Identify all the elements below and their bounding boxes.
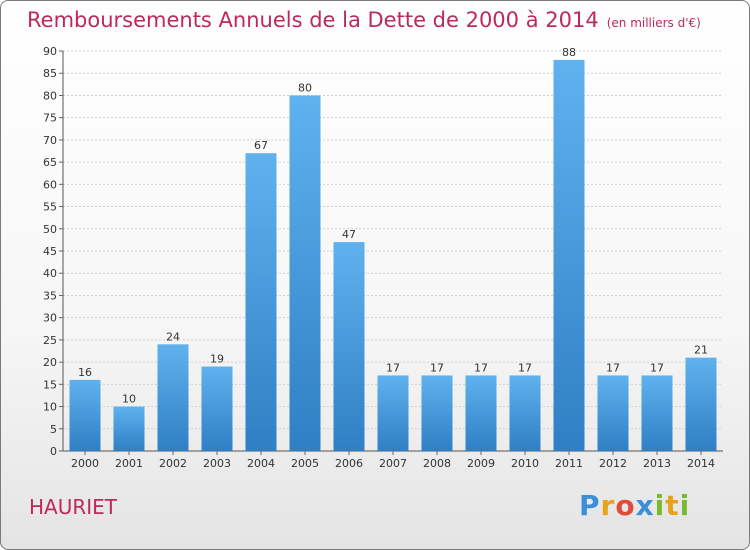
y-tick-label: 55 [43,201,57,214]
data-label: 88 [562,46,576,59]
logo-letter: i [654,489,666,522]
logo-letter: x [635,489,655,522]
bar [377,375,409,451]
y-tick-label: 40 [43,267,57,280]
data-label: 10 [122,393,136,406]
commune-name: HAURIET [29,495,118,519]
bar [641,375,673,451]
x-tick-label: 2014 [687,457,715,470]
bar [245,153,277,451]
logo-letter: P [579,489,601,522]
x-tick-label: 2013 [643,457,671,470]
y-tick-label: 5 [50,423,57,436]
data-label: 17 [386,361,400,374]
data-label: 17 [650,361,664,374]
data-label: 17 [430,361,444,374]
y-tick-label: 15 [43,378,57,391]
bar [157,344,189,451]
x-tick-label: 2012 [599,457,627,470]
data-label: 16 [78,366,92,379]
y-tick-label: 50 [43,223,57,236]
y-tick-label: 20 [43,356,57,369]
y-tick-label: 90 [43,45,57,58]
chart-subtitle: (en milliers d'€) [606,16,701,30]
y-tick-label: 75 [43,112,57,125]
x-tick-label: 2004 [247,457,275,470]
x-tick-label: 2011 [555,457,583,470]
y-tick-label: 35 [43,289,57,302]
y-tick-label: 45 [43,245,57,258]
bar [201,366,233,451]
data-label: 19 [210,353,224,366]
y-tick-label: 30 [43,312,57,325]
chart-title: Remboursements Annuels de la Dette de 20… [27,8,701,32]
x-tick-label: 2003 [203,457,231,470]
bar [289,95,321,451]
y-tick-label: 25 [43,334,57,347]
bar [421,375,453,451]
bar [597,375,629,451]
data-label: 24 [166,330,180,343]
proxiti-logo: Proxiti [579,489,690,522]
data-label: 67 [254,139,268,152]
data-label: 17 [606,361,620,374]
y-tick-label: 70 [43,134,57,147]
bar [509,375,541,451]
bar [685,357,717,451]
y-tick-label: 65 [43,156,57,169]
x-tick-label: 2001 [115,457,143,470]
bar [553,59,585,452]
data-label: 47 [342,228,356,241]
x-tick-label: 2007 [379,457,407,470]
data-label: 21 [694,344,708,357]
data-label: 80 [298,81,312,94]
logo-letter: i [679,489,691,522]
y-tick-label: 80 [43,89,57,102]
y-tick-label: 10 [43,401,57,414]
data-label: 17 [474,361,488,374]
y-tick-label: 0 [50,445,57,458]
y-tick-label: 85 [43,67,57,80]
bar [465,375,497,451]
x-tick-label: 2005 [291,457,319,470]
logo-letter: o [615,489,636,522]
data-label: 17 [518,361,532,374]
y-tick-label: 60 [43,178,57,191]
bar [69,379,101,451]
chart-title-text: Remboursements Annuels de la Dette de 20… [27,8,599,32]
bar [113,406,145,451]
x-tick-label: 2000 [71,457,99,470]
logo-letter: r [600,489,616,522]
x-tick-label: 2009 [467,457,495,470]
logo-letter: t [665,489,680,522]
bar [333,242,365,451]
x-tick-label: 2010 [511,457,539,470]
x-tick-label: 2008 [423,457,451,470]
x-tick-label: 2006 [335,457,363,470]
x-tick-label: 2002 [159,457,187,470]
